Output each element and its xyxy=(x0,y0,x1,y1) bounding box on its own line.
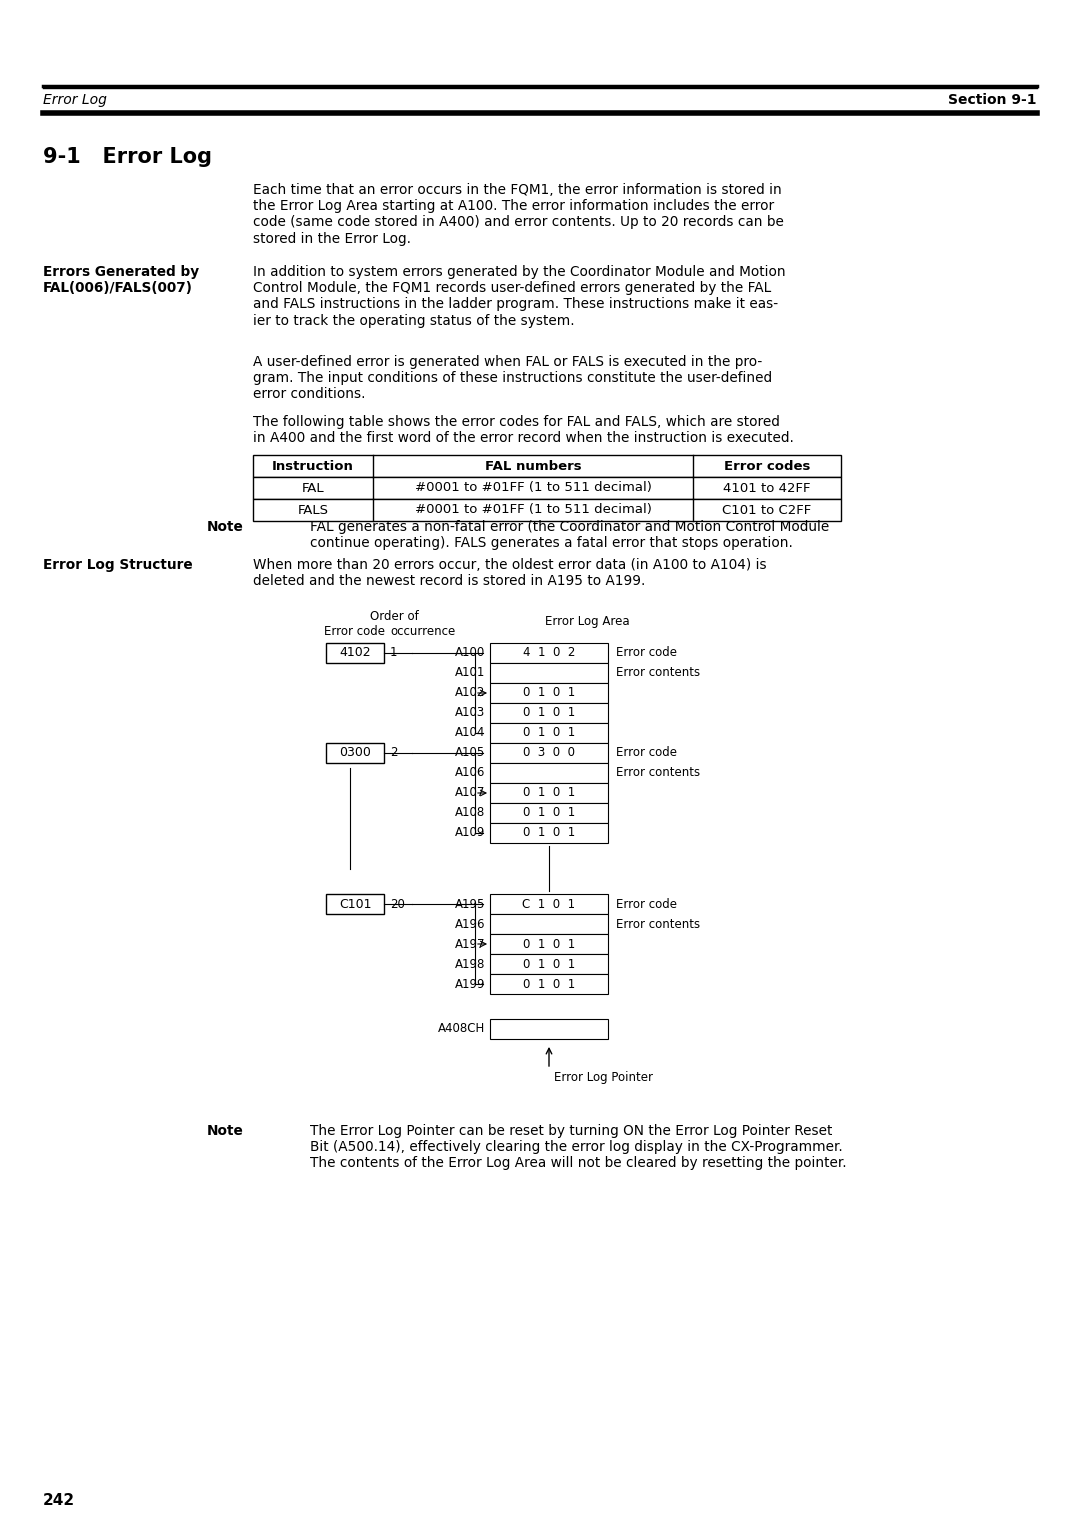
Text: A user-defined error is generated when FAL or FALS is executed in the pro-
gram.: A user-defined error is generated when F… xyxy=(253,354,772,402)
Text: #0001 to #01FF (1 to 511 decimal): #0001 to #01FF (1 to 511 decimal) xyxy=(415,481,651,495)
Text: In addition to system errors generated by the Coordinator Module and Motion
Cont: In addition to system errors generated b… xyxy=(253,264,785,327)
Text: A107: A107 xyxy=(455,787,485,799)
Text: A101: A101 xyxy=(455,666,485,680)
Text: Error Log Area: Error Log Area xyxy=(545,614,630,628)
Text: C101: C101 xyxy=(339,897,372,911)
Bar xyxy=(490,743,608,762)
Text: The Error Log Pointer can be reset by turning ON the Error Log Pointer Reset
Bit: The Error Log Pointer can be reset by tu… xyxy=(310,1125,847,1170)
Text: Errors Generated by
FAL(006)/FALS(007): Errors Generated by FAL(006)/FALS(007) xyxy=(43,264,199,295)
Text: Error code: Error code xyxy=(616,646,677,660)
Text: 0  1  0  1: 0 1 0 1 xyxy=(523,978,576,990)
Bar xyxy=(490,953,608,973)
Bar xyxy=(490,1019,608,1039)
Text: FALS: FALS xyxy=(297,504,328,516)
Text: A103: A103 xyxy=(455,706,485,720)
Bar xyxy=(490,934,608,953)
Text: 4102: 4102 xyxy=(339,646,370,660)
Text: FAL: FAL xyxy=(301,481,324,495)
Text: 2: 2 xyxy=(390,747,397,759)
Bar xyxy=(490,643,608,663)
Text: 242: 242 xyxy=(43,1493,76,1508)
Text: A199: A199 xyxy=(455,978,485,990)
Text: 0  1  0  1: 0 1 0 1 xyxy=(523,787,576,799)
Bar xyxy=(253,477,841,500)
Bar xyxy=(490,723,608,743)
Bar xyxy=(490,804,608,824)
Text: Error Log Structure: Error Log Structure xyxy=(43,558,192,571)
Bar xyxy=(326,894,384,914)
Text: Error codes: Error codes xyxy=(724,460,810,472)
Text: 0  1  0  1: 0 1 0 1 xyxy=(523,726,576,740)
Text: 0  3  0  0: 0 3 0 0 xyxy=(523,747,575,759)
Text: Instruction: Instruction xyxy=(272,460,354,472)
Bar xyxy=(490,914,608,934)
Text: 0  1  0  1: 0 1 0 1 xyxy=(523,938,576,950)
Text: A106: A106 xyxy=(455,767,485,779)
Text: 1: 1 xyxy=(390,646,397,660)
Bar xyxy=(490,824,608,843)
Bar xyxy=(490,782,608,804)
Text: A105: A105 xyxy=(455,747,485,759)
Text: 0  1  0  1: 0 1 0 1 xyxy=(523,706,576,720)
Text: 4101 to 42FF: 4101 to 42FF xyxy=(724,481,811,495)
Text: A100: A100 xyxy=(455,646,485,660)
Bar xyxy=(253,455,841,477)
Text: occurrence: occurrence xyxy=(390,625,456,639)
Text: A195: A195 xyxy=(455,897,485,911)
Text: Note: Note xyxy=(207,1125,244,1138)
Text: FAL numbers: FAL numbers xyxy=(485,460,581,472)
Text: Error code: Error code xyxy=(616,897,677,911)
Text: A108: A108 xyxy=(455,807,485,819)
Text: When more than 20 errors occur, the oldest error data (in A100 to A104) is
delet: When more than 20 errors occur, the olde… xyxy=(253,558,767,588)
Text: Section 9-1: Section 9-1 xyxy=(948,93,1037,107)
Text: A197: A197 xyxy=(455,938,485,950)
Bar xyxy=(253,500,841,521)
Text: 0300: 0300 xyxy=(339,747,370,759)
Text: 0  1  0  1: 0 1 0 1 xyxy=(523,958,576,970)
Bar xyxy=(490,762,608,782)
Text: Error contents: Error contents xyxy=(616,666,700,680)
Text: 0  1  0  1: 0 1 0 1 xyxy=(523,686,576,700)
Text: #0001 to #01FF (1 to 511 decimal): #0001 to #01FF (1 to 511 decimal) xyxy=(415,504,651,516)
Text: A102: A102 xyxy=(455,686,485,700)
Text: Error Log: Error Log xyxy=(43,93,107,107)
Bar xyxy=(326,743,384,762)
Text: A198: A198 xyxy=(455,958,485,970)
Text: A196: A196 xyxy=(455,917,485,931)
Text: C101 to C2FF: C101 to C2FF xyxy=(723,504,812,516)
Text: Error code: Error code xyxy=(616,747,677,759)
Text: Error code: Error code xyxy=(324,625,384,639)
Text: Error Log Pointer: Error Log Pointer xyxy=(554,1071,653,1083)
Bar xyxy=(490,973,608,995)
Bar xyxy=(490,683,608,703)
Text: FAL generates a non-fatal error (the Coordinator and Motion Control Module
conti: FAL generates a non-fatal error (the Coo… xyxy=(310,520,829,550)
Bar xyxy=(326,643,384,663)
Text: C  1  0  1: C 1 0 1 xyxy=(523,897,576,911)
Text: 0  1  0  1: 0 1 0 1 xyxy=(523,807,576,819)
Bar xyxy=(490,894,608,914)
Text: A408CH: A408CH xyxy=(437,1022,485,1036)
Text: A104: A104 xyxy=(455,726,485,740)
Text: Error contents: Error contents xyxy=(616,917,700,931)
Text: Error contents: Error contents xyxy=(616,767,700,779)
Text: Each time that an error occurs in the FQM1, the error information is stored in
t: Each time that an error occurs in the FQ… xyxy=(253,183,784,246)
Text: Order of: Order of xyxy=(370,610,419,623)
Text: A109: A109 xyxy=(455,827,485,839)
Bar xyxy=(490,663,608,683)
Text: Note: Note xyxy=(207,520,244,533)
Text: 20: 20 xyxy=(390,897,405,911)
Text: 0  1  0  1: 0 1 0 1 xyxy=(523,827,576,839)
Text: The following table shows the error codes for FAL and FALS, which are stored
in : The following table shows the error code… xyxy=(253,416,794,445)
Bar xyxy=(490,703,608,723)
Text: 9-1   Error Log: 9-1 Error Log xyxy=(43,147,212,167)
Text: 4  1  0  2: 4 1 0 2 xyxy=(523,646,576,660)
